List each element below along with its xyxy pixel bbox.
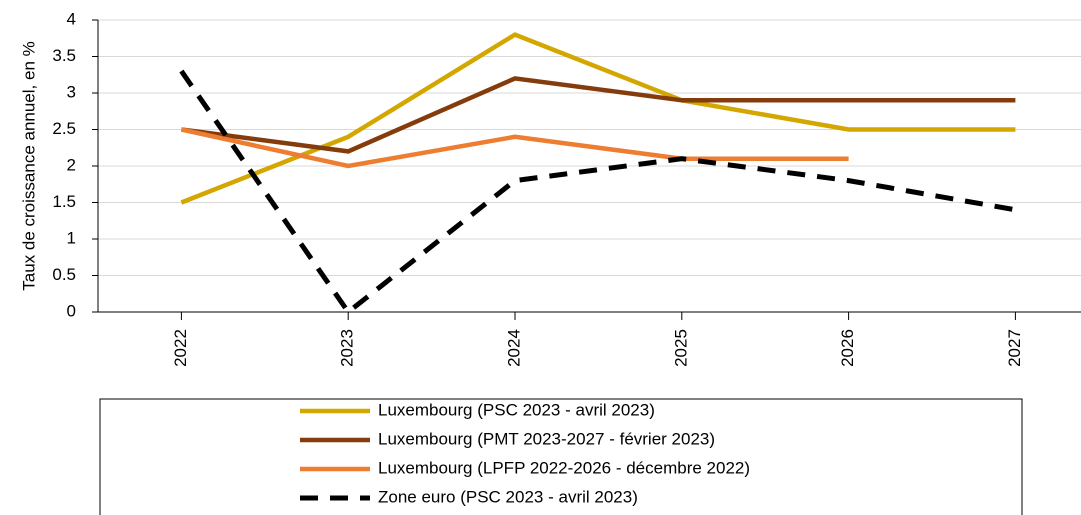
x-tick-label: 2022 [171,329,190,367]
x-tick-label: 2026 [838,329,857,367]
series-line [180,127,849,169]
y-tick-label: 1.5 [52,192,76,211]
series-line [180,32,1016,205]
y-tick-label: 0.5 [52,265,76,284]
legend-label: Luxembourg (LPFP 2022-2026 - décembre 20… [378,458,750,477]
x-tick-label: 2027 [1005,329,1024,367]
y-tick-label: 2 [67,155,76,174]
legend-label: Zone euro (PSC 2023 - avril 2023) [378,487,638,506]
series-line [179,69,1016,316]
legend-label: Luxembourg (PMT 2023-2027 - février 2023… [378,429,715,448]
y-tick-label: 4 [67,9,76,28]
y-tick-label: 3.5 [52,46,76,65]
y-tick-label: 1 [67,228,76,247]
y-tick-label: 3 [67,82,76,101]
y-tick-label: 0 [67,301,76,320]
y-tick-label: 2.5 [52,119,76,138]
series-line [181,76,1016,154]
x-tick-label: 2024 [504,329,523,367]
y-axis-label: Taux de croissance annuel, en % [19,41,38,291]
legend-label: Luxembourg (PSC 2023 - avril 2023) [378,400,655,419]
x-tick-label: 2025 [671,329,690,367]
legend-box [99,398,1023,515]
x-tick-label: 2023 [338,329,357,367]
